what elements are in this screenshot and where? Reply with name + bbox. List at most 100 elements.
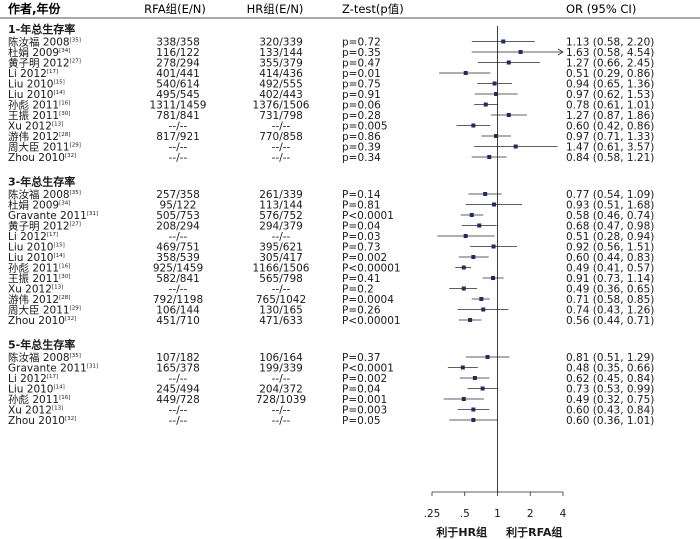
study-label: 游伟 2012[28]: [8, 293, 70, 306]
p-value: P=0.04: [342, 384, 381, 396]
or-ci-label: 0.68 (0.47, 0.98): [566, 221, 654, 233]
p-value: P=0.05: [342, 415, 381, 427]
or-marker: [491, 244, 496, 249]
study-label: Li 2012[17]: [8, 231, 58, 243]
x-tick-label: 1: [494, 508, 501, 520]
or-marker: [492, 202, 497, 207]
rfa-count: --/--: [169, 405, 188, 417]
study-label: 孙彪 2011[16]: [8, 393, 70, 406]
study-label: Li 2012[17]: [8, 68, 58, 80]
study-label: Gravante 2011[31]: [8, 363, 98, 375]
or-ci-label: 0.60 (0.36, 1.01): [566, 415, 654, 427]
or-marker: [506, 60, 511, 65]
rfa-count: 401/441: [156, 68, 200, 80]
or-ci-label: 0.97 (0.62, 1.53): [566, 89, 654, 101]
study-label: 孙彪 2011[16]: [8, 262, 70, 275]
p-value: p=0.86: [342, 131, 381, 143]
or-ci-label: 1.27 (0.66, 2.45): [566, 58, 654, 70]
hr-count: 565/798: [259, 273, 303, 285]
or-marker: [481, 307, 486, 312]
or-ci-label: 1.13 (0.58, 2.20): [566, 37, 654, 49]
p-value: P=0.03: [342, 231, 381, 243]
p-value: P=0.81: [342, 200, 381, 212]
or-ci-label: 0.62 (0.45, 0.84): [566, 373, 654, 385]
or-ci-label: 0.94 (0.65, 1.36): [566, 79, 654, 91]
or-ci-label: 0.60 (0.43, 0.84): [566, 405, 654, 417]
or-ci-label: 0.49 (0.32, 0.75): [566, 394, 654, 406]
rfa-count: 817/921: [156, 131, 200, 143]
rfa-count: 451/710: [156, 315, 200, 327]
or-marker: [483, 192, 488, 196]
or-ci-label: 0.78 (0.61, 1.01): [566, 100, 654, 112]
x-tick-label: .25: [424, 508, 441, 520]
rfa-count: 165/378: [156, 363, 200, 375]
p-value: p=0.34: [342, 152, 381, 164]
study-label: Xu 2012[13]: [8, 284, 63, 296]
or-marker: [487, 155, 492, 159]
header-row: 作者,年份 RFA组(E/N) HR组(E/N) Z-test(p值) OR (…: [8, 1, 636, 16]
section-title: 1-年总生存率: [8, 22, 75, 36]
hr-count: --/--: [272, 121, 291, 133]
p-value: P=0.002: [342, 252, 387, 264]
hr-count: 414/436: [259, 68, 303, 80]
or-marker: [483, 102, 488, 107]
hr-count: 355/379: [259, 58, 303, 70]
study-label: Liu 2010[14]: [8, 89, 65, 101]
or-marker: [518, 50, 523, 54]
study-label: 王振 2011[30]: [8, 272, 70, 285]
or-ci-label: 0.71 (0.58, 0.85): [566, 294, 654, 306]
x-tick-label: 2: [527, 508, 534, 520]
rfa-count: 792/1198: [153, 294, 203, 306]
study-label: Liu 2010[14]: [8, 384, 65, 396]
hr-count: --/--: [272, 142, 291, 154]
hr-count: --/--: [272, 405, 291, 417]
hr-count: 765/1042: [256, 294, 306, 306]
or-ci-label: 0.84 (0.58, 1.21): [566, 152, 654, 164]
rfa-count: 358/539: [156, 252, 200, 264]
or-marker: [460, 365, 465, 370]
or-marker: [494, 92, 499, 96]
hr-count: 402/443: [259, 89, 303, 101]
x-tick-label: .5: [460, 508, 470, 520]
or-ci-label: 1.27 (0.87, 1.86): [566, 110, 654, 122]
hr-count: 204/372: [259, 384, 303, 396]
hr-count: 106/164: [259, 352, 303, 364]
or-ci-label: 0.92 (0.56, 1.51): [566, 242, 654, 254]
or-ci-label: 0.74 (0.43, 1.26): [566, 305, 654, 317]
study-label: Liu 2010[14]: [8, 252, 65, 264]
p-value: p=0.06: [342, 100, 381, 112]
or-marker: [471, 407, 476, 412]
p-value: p=0.91: [342, 89, 381, 101]
rfa-count: --/--: [169, 373, 188, 385]
or-marker: [471, 418, 476, 422]
or-ci-label: 0.49 (0.41, 0.57): [566, 263, 654, 275]
rfa-count: 338/358: [156, 37, 200, 49]
or-ci-label: 1.63 (0.58, 4.54): [566, 47, 654, 59]
hr-count: 731/798: [259, 110, 303, 122]
hr-count: --/--: [272, 415, 291, 427]
rfa-count: 1311/1459: [150, 100, 207, 112]
header-rfa: RFA组(E/N): [144, 2, 206, 16]
study-label: 黄子明 2012[27]: [8, 57, 81, 70]
study-label: Zhou 2010[32]: [8, 152, 76, 164]
hr-count: 133/144: [259, 47, 303, 59]
p-value: p=0.47: [342, 58, 381, 70]
p-value: P=0.37: [342, 352, 381, 364]
hr-count: 130/165: [259, 305, 303, 317]
header-hr: HR组(E/N): [247, 2, 304, 16]
p-value: p=0.39: [342, 142, 381, 154]
hr-count: --/--: [272, 152, 291, 164]
study-label: 王振 2011[30]: [8, 109, 70, 122]
or-ci-label: 0.60 (0.44, 0.83): [566, 252, 654, 264]
rfa-count: 495/545: [156, 89, 200, 101]
rfa-count: 106/144: [156, 305, 200, 317]
or-marker: [494, 134, 499, 138]
study-label: Zhou 2010[32]: [8, 415, 76, 427]
rfa-count: --/--: [169, 284, 188, 296]
p-value: p=0.35: [342, 47, 381, 59]
or-marker: [461, 397, 466, 401]
p-value: P<0.0001: [342, 210, 394, 222]
p-value: P=0.003: [342, 405, 387, 417]
hr-count: 1376/1506: [253, 100, 310, 112]
rfa-count: --/--: [169, 415, 188, 427]
